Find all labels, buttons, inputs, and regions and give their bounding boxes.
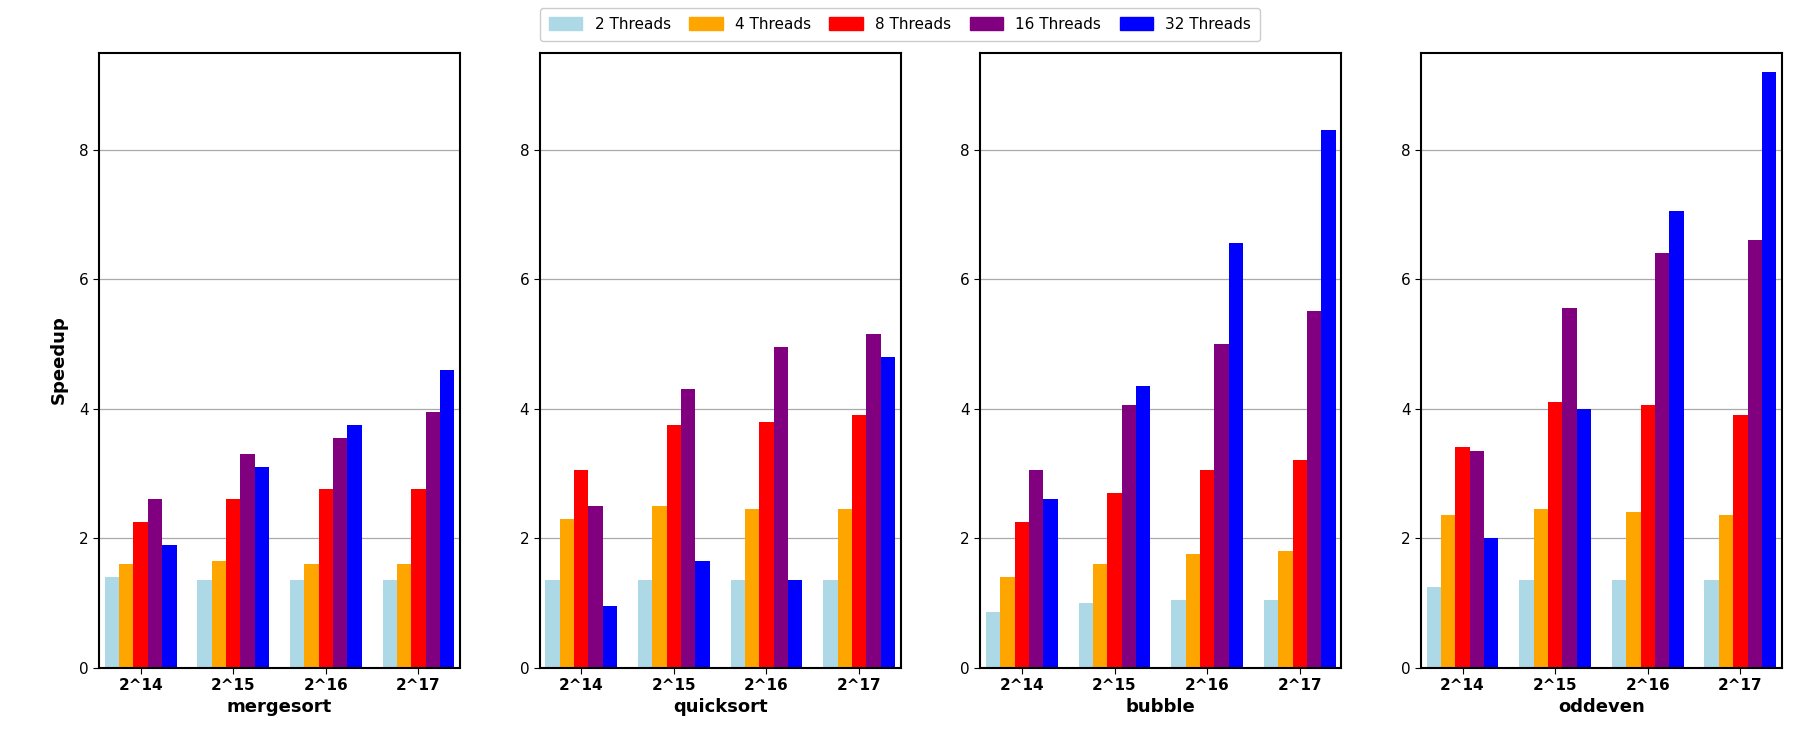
Bar	[1611, 580, 1625, 668]
Bar	[104, 577, 119, 668]
Bar	[383, 580, 398, 668]
Bar	[1427, 586, 1442, 668]
Bar	[545, 580, 560, 668]
Bar	[1107, 493, 1121, 668]
Bar	[603, 606, 617, 668]
Bar	[319, 490, 333, 668]
Bar	[439, 370, 454, 668]
Bar	[560, 518, 574, 668]
Bar	[1307, 311, 1321, 668]
Bar	[1469, 451, 1483, 668]
Bar	[880, 357, 895, 668]
Bar	[425, 412, 439, 668]
X-axis label: oddeven: oddeven	[1559, 698, 1645, 716]
Bar	[1030, 470, 1044, 668]
Bar	[1321, 130, 1336, 668]
Bar	[1044, 500, 1058, 668]
Bar	[1456, 448, 1469, 668]
Bar	[1215, 344, 1229, 668]
Bar	[1483, 538, 1498, 668]
Bar	[760, 422, 774, 668]
Bar	[1121, 405, 1136, 668]
Y-axis label: Speedup: Speedup	[50, 316, 68, 404]
Bar	[133, 522, 148, 668]
Bar	[866, 334, 880, 668]
Bar	[1201, 470, 1215, 668]
Bar	[851, 415, 866, 668]
Bar	[1748, 240, 1762, 668]
Bar	[1015, 522, 1030, 668]
Bar	[1640, 405, 1654, 668]
Bar	[333, 438, 347, 668]
Bar	[256, 466, 270, 668]
Bar	[774, 347, 788, 668]
Bar	[1669, 211, 1683, 668]
X-axis label: quicksort: quicksort	[673, 698, 767, 716]
Bar	[574, 470, 589, 668]
Bar	[1562, 308, 1577, 668]
Bar	[745, 509, 760, 668]
Bar	[666, 424, 680, 668]
Bar	[162, 544, 176, 668]
Bar	[1442, 515, 1456, 668]
Bar	[1762, 72, 1777, 668]
Bar	[680, 389, 695, 668]
Bar	[823, 580, 837, 668]
Bar	[1078, 603, 1093, 668]
Bar	[788, 580, 803, 668]
Bar	[1093, 564, 1107, 668]
Bar	[1719, 515, 1733, 668]
Bar	[1733, 415, 1748, 668]
Bar	[1278, 551, 1292, 668]
Legend: 2 Threads, 4 Threads, 8 Threads, 16 Threads, 32 Threads: 2 Threads, 4 Threads, 8 Threads, 16 Thre…	[540, 8, 1260, 41]
Bar	[731, 580, 745, 668]
Bar	[1654, 254, 1669, 668]
Bar	[1292, 460, 1307, 668]
Bar	[589, 506, 603, 668]
Bar	[227, 500, 241, 668]
Bar	[1229, 244, 1244, 668]
Bar	[637, 580, 652, 668]
Bar	[1705, 580, 1719, 668]
X-axis label: mergesort: mergesort	[227, 698, 333, 716]
X-axis label: bubble: bubble	[1127, 698, 1195, 716]
Bar	[695, 561, 709, 668]
Bar	[1577, 409, 1591, 668]
Bar	[986, 613, 1001, 668]
Bar	[412, 490, 425, 668]
Bar	[652, 506, 666, 668]
Bar	[1625, 512, 1640, 668]
Bar	[1172, 599, 1186, 668]
Bar	[290, 580, 304, 668]
Bar	[398, 564, 412, 668]
Bar	[148, 500, 162, 668]
Bar	[837, 509, 851, 668]
Bar	[212, 561, 227, 668]
Bar	[347, 424, 362, 668]
Bar	[1548, 402, 1562, 668]
Bar	[1001, 577, 1015, 668]
Bar	[1136, 386, 1150, 668]
Bar	[304, 564, 319, 668]
Bar	[1534, 509, 1548, 668]
Bar	[198, 580, 212, 668]
Bar	[119, 564, 133, 668]
Bar	[1186, 554, 1201, 668]
Bar	[241, 454, 256, 668]
Bar	[1519, 580, 1534, 668]
Bar	[1264, 599, 1278, 668]
